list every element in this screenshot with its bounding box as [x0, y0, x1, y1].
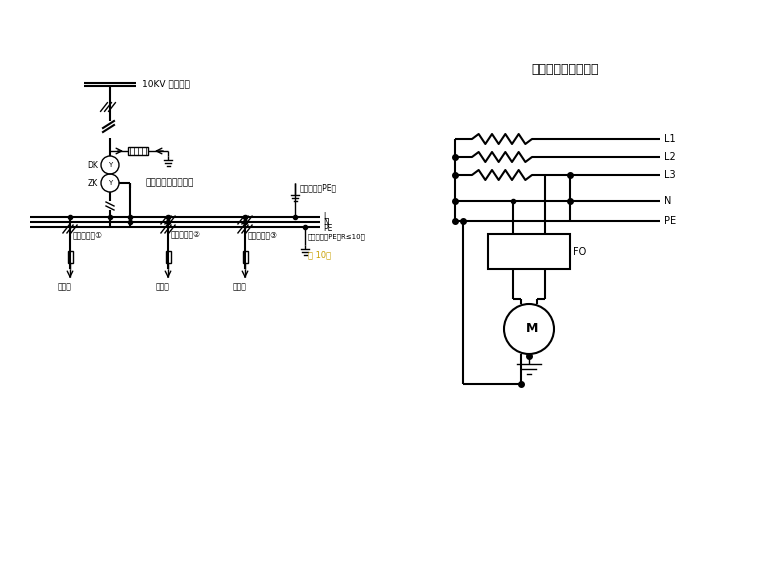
Text: N: N [664, 196, 671, 206]
Text: DK: DK [87, 160, 98, 170]
Text: 10KV 电源进线: 10KV 电源进线 [142, 80, 190, 89]
Text: 三级筱: 三级筱 [58, 282, 72, 291]
Text: 三级配电筱③: 三级配电筱③ [248, 230, 278, 240]
Text: 三级筱: 三级筱 [156, 282, 170, 291]
Text: Y: Y [108, 180, 112, 186]
Text: M: M [526, 323, 538, 336]
Text: L3: L3 [664, 170, 676, 180]
Text: 总配电筱（一级筱）: 总配电筱（一级筱） [145, 179, 193, 188]
Text: L1: L1 [664, 134, 676, 144]
Text: L2: L2 [664, 152, 676, 162]
Bar [68, 251, 72, 263]
Text: 三级筱: 三级筱 [233, 282, 247, 291]
Text: 漏电保护器接线方式: 漏电保护器接线方式 [531, 63, 599, 76]
Bar [128, 147, 148, 155]
Text: 二级配电筱②: 二级配电筱② [171, 230, 201, 240]
Bar [488, 234, 570, 269]
Bar [166, 251, 170, 263]
Text: 二级配电筱①: 二级配电筱① [73, 230, 103, 240]
Bar [242, 251, 248, 263]
Text: FO: FO [573, 246, 586, 257]
Text: Y: Y [108, 162, 112, 168]
Text: 重复接地（PE）R≤10欧: 重复接地（PE）R≤10欧 [308, 234, 366, 240]
Text: PE: PE [664, 216, 676, 226]
Text: PE: PE [323, 224, 332, 233]
Text: N: N [323, 217, 329, 226]
Text: 保护接地（PE）: 保护接地（PE） [300, 183, 337, 192]
Text: L: L [323, 212, 328, 221]
Text: ZK: ZK [87, 179, 98, 188]
Text: 第 10页: 第 10页 [308, 250, 331, 259]
